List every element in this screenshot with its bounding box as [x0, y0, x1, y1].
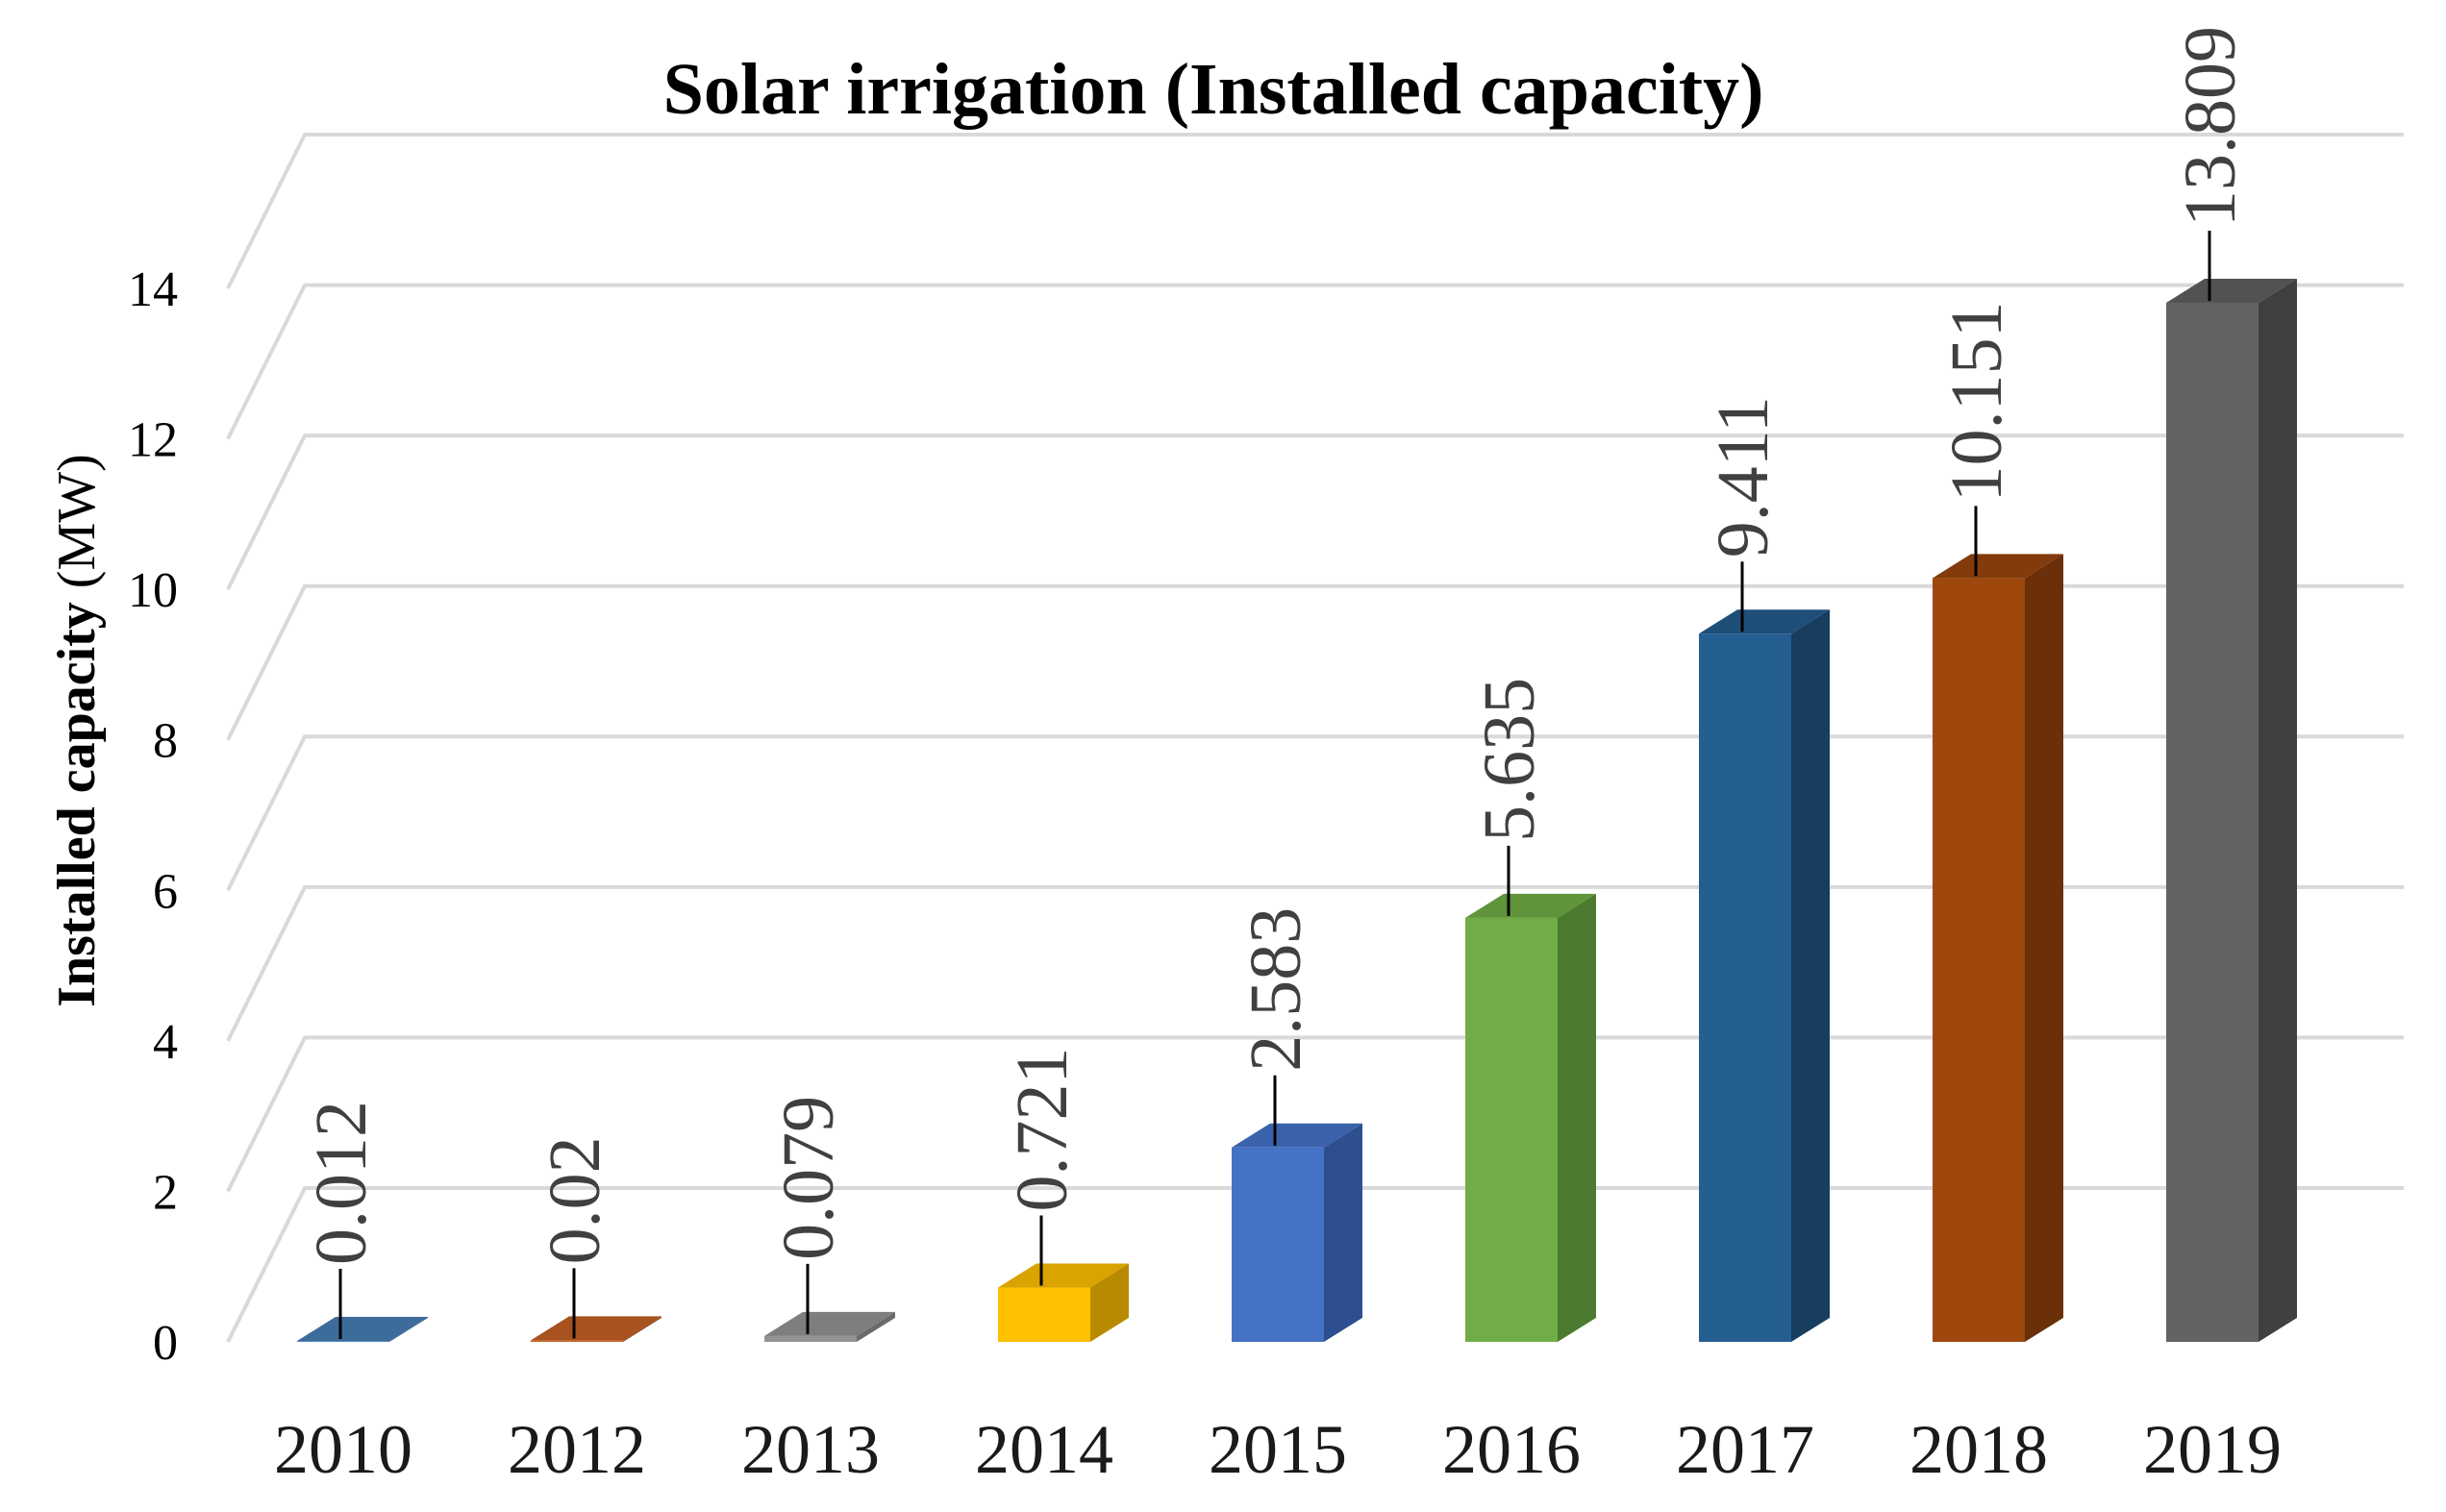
data-label: 0.721: [1002, 1048, 1083, 1212]
bar-side: [1558, 893, 1596, 1342]
data-label: 0.02: [535, 1136, 615, 1264]
data-label: 0.012: [301, 1101, 382, 1265]
bar-top: [531, 1316, 661, 1341]
bar-2016: [1465, 893, 1596, 1342]
y-tick-label: 4: [153, 1015, 178, 1070]
bar-top: [297, 1317, 428, 1342]
bar-side: [1324, 1123, 1362, 1342]
bar-side: [1791, 609, 1830, 1342]
bar-2012: [531, 1316, 661, 1342]
x-tick-label: 2017: [1676, 1411, 1814, 1488]
bar-top: [998, 1263, 1129, 1288]
bar-2015: [1232, 1123, 1362, 1342]
x-tick-label: 2016: [1442, 1411, 1581, 1488]
bar-top: [1465, 893, 1596, 918]
bar-side: [2259, 278, 2297, 1342]
bar-2018: [1933, 554, 2063, 1342]
y-axis-label-unit: (MW): [47, 454, 107, 588]
bar-front: [1232, 1147, 1324, 1342]
y-tick-label: 0: [153, 1316, 178, 1371]
gridline: [226, 283, 2404, 440]
y-tick-label: 12: [128, 413, 178, 468]
y-axis-label-text: Installed capacity: [47, 602, 107, 1007]
y-axis-label: Installed capacity (MW): [47, 454, 107, 1007]
x-tick-label: 2012: [508, 1411, 646, 1488]
data-label: 2.583: [1235, 907, 1316, 1072]
data-label: 0.079: [768, 1096, 849, 1260]
y-tick-label: 8: [153, 714, 178, 769]
bar-top: [764, 1311, 895, 1336]
bar-top: [1232, 1123, 1362, 1148]
bar-2014: [998, 1263, 1129, 1342]
bar-side: [389, 1317, 428, 1342]
bar-front: [764, 1335, 857, 1342]
gridline: [226, 434, 2404, 591]
y-tick-label: 2: [153, 1165, 178, 1220]
data-label: 13.809: [2170, 26, 2251, 227]
y-tick-label: 6: [153, 864, 178, 919]
bar-side: [2025, 554, 2063, 1342]
x-tick-label: 2015: [1209, 1411, 1347, 1488]
bar-2019: [2166, 278, 2297, 1342]
gridlines: [226, 133, 2404, 1343]
bar-front: [1933, 578, 2025, 1342]
bar-front: [297, 1341, 389, 1342]
x-tick-label: 2019: [2143, 1411, 2282, 1488]
bar-top: [1933, 554, 2063, 579]
gridline: [226, 133, 2404, 289]
data-labels: 0.012 0.02 0.079 0.721 2.583 5.635 9.411 10.151…: [301, 26, 2251, 1340]
bar-front: [1465, 917, 1558, 1342]
y-tick-label: 10: [128, 563, 178, 618]
bar-front: [531, 1340, 623, 1342]
bar-side: [857, 1311, 895, 1342]
bar-2010: [297, 1317, 428, 1342]
x-tick-label: 2010: [274, 1411, 412, 1488]
x-tick-label: 2014: [975, 1411, 1113, 1488]
x-axis-ticks: 2010 2012 2013 2014 2015 2016 2017 2018 2019: [274, 1411, 2282, 1488]
bar-top: [2166, 278, 2297, 303]
bar-side: [623, 1316, 661, 1342]
x-tick-label: 2013: [741, 1411, 880, 1488]
bar-top: [1699, 609, 1830, 634]
data-label: 9.411: [1703, 396, 1784, 558]
y-axis-ticks: 0 2 4 6 8 10 12 14: [128, 262, 178, 1371]
bar-front: [998, 1287, 1090, 1342]
y-tick-label: 14: [128, 262, 178, 317]
bar-2017: [1699, 609, 1830, 1342]
bars: [297, 278, 2297, 1342]
bar-front: [1699, 633, 1791, 1342]
bar-side: [1090, 1263, 1129, 1342]
gridline: [226, 734, 2404, 892]
chart-title: Solar irrigation (Installed capacity): [663, 49, 1764, 130]
bar-front: [2166, 302, 2259, 1342]
gridline: [226, 583, 2404, 741]
x-tick-label: 2018: [1909, 1411, 2048, 1488]
data-label: 10.151: [1936, 301, 2017, 502]
data-label: 5.635: [1469, 678, 1550, 842]
bar-2013: [764, 1311, 895, 1342]
